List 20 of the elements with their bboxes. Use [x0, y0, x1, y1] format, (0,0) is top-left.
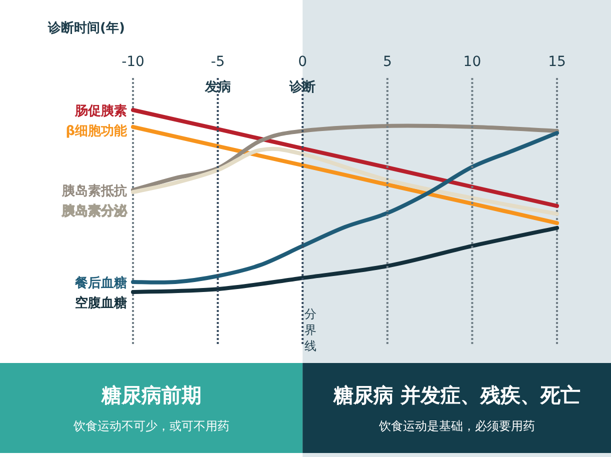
text: 糖尿病 并发症、残疾、死亡: [332, 383, 580, 407]
x-tick-label: 0: [298, 54, 308, 70]
x-tick-label: -5: [210, 54, 225, 70]
text: 分界线: [304, 307, 317, 353]
x-tick-label: 5: [382, 54, 392, 70]
series-label: 肠促胰素: [74, 103, 127, 119]
series-label: 胰岛素分泌: [61, 203, 128, 220]
x-tick-label: -10: [122, 54, 144, 70]
text: 饮食运动不可少，或可不用药: [72, 419, 230, 433]
text: 糖尿病前期: [100, 383, 202, 407]
x-axis-title: 诊断时间(年): [47, 21, 125, 36]
series-label: 胰岛素抵抗: [61, 183, 127, 200]
ref-line-label: 诊断: [288, 80, 316, 95]
x-tick-label: 10: [463, 54, 482, 70]
x-tick-label: 15: [548, 54, 566, 70]
ref-line-label: 发病: [204, 79, 231, 95]
series-label: 空腹血糖: [75, 294, 127, 311]
series-label: 餐后血糖: [74, 274, 127, 291]
series-label: β细胞功能: [66, 123, 128, 139]
text: 饮食运动是基础，必须要用药: [378, 419, 535, 433]
